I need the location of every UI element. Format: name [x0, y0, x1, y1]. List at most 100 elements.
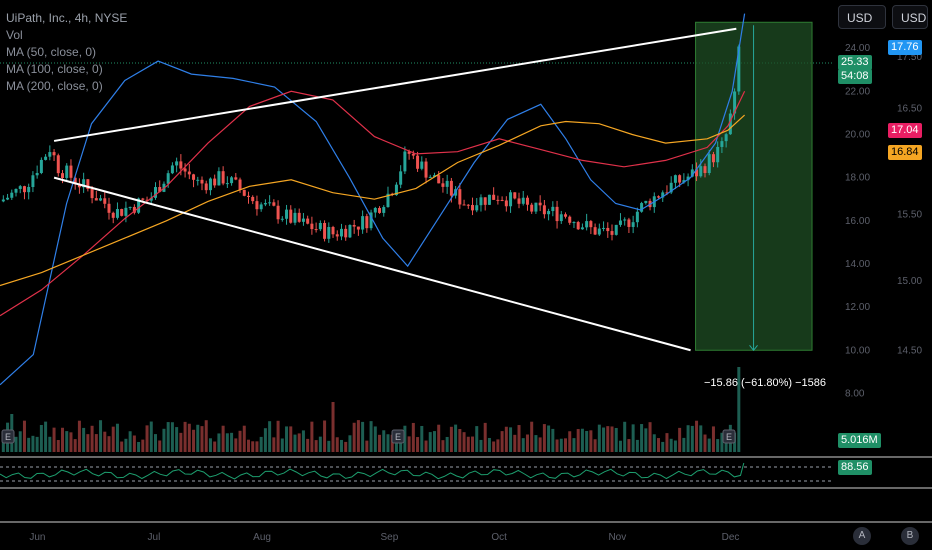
chart-legend: UiPath, Inc., 4h, NYSE Vol MA (50, close… [6, 10, 127, 95]
legend-ma-200[interactable]: MA (200, close, 0) [6, 79, 103, 93]
candle-body [496, 199, 500, 201]
candle-body [120, 209, 124, 216]
candle-body [661, 192, 665, 198]
volume-bar [128, 431, 132, 452]
candle-body [90, 188, 94, 199]
candle-body [73, 177, 77, 185]
candle-body [572, 222, 576, 224]
candle-body [132, 206, 136, 213]
b-button[interactable]: B [901, 527, 919, 545]
candle-body [424, 161, 428, 178]
candle-body [610, 231, 614, 235]
candle-body [644, 200, 648, 204]
time-axis-tick: Nov [608, 532, 626, 543]
volume-bar [318, 436, 322, 452]
candle-body [382, 207, 386, 213]
volume-bar [564, 438, 568, 452]
candle-body [115, 209, 119, 218]
candle-body [373, 207, 377, 213]
candle-body [297, 212, 301, 222]
candle-body [255, 201, 259, 210]
candle-body [597, 228, 601, 235]
symbol-title[interactable]: UiPath, Inc., 4h, NYSE [6, 11, 128, 25]
volume-bar [589, 430, 593, 452]
candle-body [525, 197, 529, 205]
candle-body [246, 195, 250, 197]
volume-bar [665, 433, 669, 452]
trendline-0 [53, 27, 737, 142]
volume-bar [52, 427, 56, 452]
auto-scale-button[interactable]: A [853, 527, 871, 545]
candle-body [335, 234, 339, 237]
volume-bar [648, 422, 652, 452]
volume-bar [361, 421, 365, 452]
rsi-tag: 88.56 [838, 460, 872, 475]
candle-body [276, 205, 280, 220]
secondary-axis-tick: 16.50 [897, 104, 922, 115]
candle-body [268, 202, 272, 204]
volume-bar [373, 426, 377, 452]
volume-bar [196, 424, 200, 452]
volume-bar [627, 439, 631, 452]
volume-bar [623, 421, 627, 452]
volume-bar [635, 439, 639, 452]
ma-orange-price-tag: 16.84 [888, 145, 922, 160]
candle-body [724, 134, 728, 142]
volume-bar [335, 437, 339, 452]
candle-body [192, 174, 196, 180]
volume-bar [145, 425, 149, 452]
volume-bar [204, 420, 208, 452]
legend-volume[interactable]: Vol [6, 28, 23, 42]
candle-body [720, 141, 724, 147]
currency-button-right[interactable]: USD [892, 5, 928, 29]
volume-bar [331, 402, 335, 452]
candle-body [103, 198, 107, 204]
volume-bar [348, 435, 352, 452]
time-axis-tick: Jul [148, 532, 161, 543]
volume-bar [310, 421, 314, 452]
volume-bar [382, 430, 386, 452]
candle-body [517, 198, 521, 204]
ma-blue-price-tag: 17.76 [888, 40, 922, 55]
candle-body [35, 172, 39, 176]
legend-ma-100[interactable]: MA (100, close, 0) [6, 62, 103, 76]
volume-bar [454, 424, 458, 452]
candle-body [31, 175, 35, 188]
candle-body [733, 91, 737, 114]
volume-bar [509, 427, 513, 452]
volume-bar [500, 431, 504, 452]
volume-bar [576, 429, 580, 452]
ma-line-0 [0, 13, 746, 386]
candle-body [61, 173, 65, 178]
volume-bar [56, 440, 60, 452]
volume-bar [272, 437, 276, 452]
candle-body [111, 212, 115, 218]
candle-body [475, 205, 479, 211]
volume-bar [293, 434, 297, 452]
volume-bar [22, 420, 26, 452]
candle-body [52, 152, 56, 156]
volume-bar [39, 424, 43, 452]
candle-body [124, 207, 128, 216]
candle-body [77, 184, 81, 188]
candle-body [149, 197, 153, 201]
volume-bar [339, 439, 343, 452]
candle-body [251, 196, 255, 202]
volume-bar [213, 441, 217, 452]
currency-button-left[interactable]: USD [838, 5, 886, 29]
volume-bar [124, 438, 128, 452]
candle-body [707, 154, 711, 174]
volume-bar [432, 431, 436, 452]
candle-body [437, 175, 441, 184]
volume-tag: 5.016M [838, 433, 881, 448]
price-axis-tick: 14.00 [845, 259, 870, 270]
time-axis-tick: Sep [380, 532, 398, 543]
volume-bar [327, 440, 331, 452]
volume-bar [517, 425, 521, 452]
volume-bar [407, 436, 411, 452]
candle-body [618, 220, 622, 225]
candle-body [703, 166, 707, 174]
volume-bar [568, 431, 572, 452]
legend-ma-50[interactable]: MA (50, close, 0) [6, 45, 97, 59]
